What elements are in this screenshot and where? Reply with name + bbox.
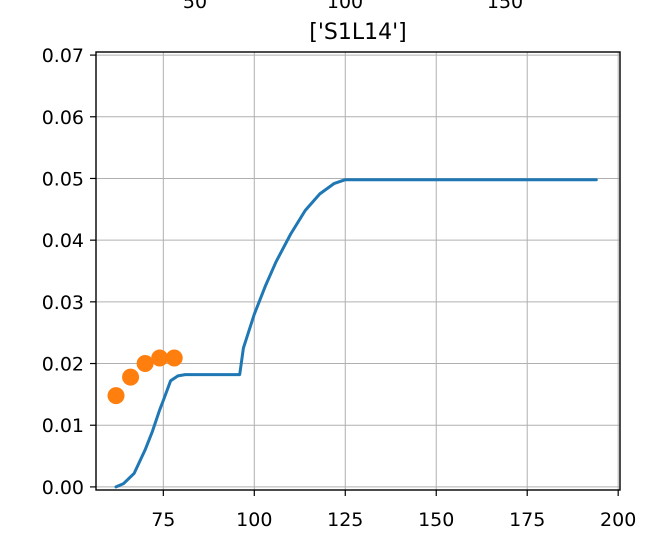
line-series <box>114 178 598 489</box>
y-tick-label: 0.00 <box>42 477 84 499</box>
scatter-point <box>122 368 140 386</box>
plot-frame <box>95 51 621 491</box>
top-cut-label-1: 50 <box>183 0 207 13</box>
top-cut-label-2: 100 <box>327 0 363 13</box>
y-tick-label: 0.07 <box>42 45 84 67</box>
x-tick-label: 200 <box>600 509 636 531</box>
scatter-point <box>165 349 183 367</box>
scatter-point <box>151 349 169 367</box>
x-tick-label: 75 <box>151 509 175 531</box>
y-tick-label: 0.06 <box>42 107 84 129</box>
x-tick-label: 125 <box>327 509 363 531</box>
x-tick-label: 150 <box>418 509 454 531</box>
series-group <box>107 178 598 489</box>
y-tick-label: 0.02 <box>42 354 84 376</box>
y-tick-label: 0.01 <box>42 415 84 437</box>
scatter-point <box>107 387 125 405</box>
y-tick-label: 0.03 <box>42 292 84 314</box>
chart-title: ['S1L14'] <box>309 20 406 45</box>
y-tick-label: 0.04 <box>42 230 84 252</box>
top-cut-label-3: 150 <box>487 0 523 13</box>
scatter-point <box>136 355 154 373</box>
x-tick-label: 100 <box>236 509 272 531</box>
x-tick-label: 175 <box>509 509 545 531</box>
ticks: 0751001251501752000.000.010.020.030.040.… <box>42 45 637 531</box>
grid <box>96 52 620 490</box>
y-tick-label: 0.05 <box>42 168 84 190</box>
